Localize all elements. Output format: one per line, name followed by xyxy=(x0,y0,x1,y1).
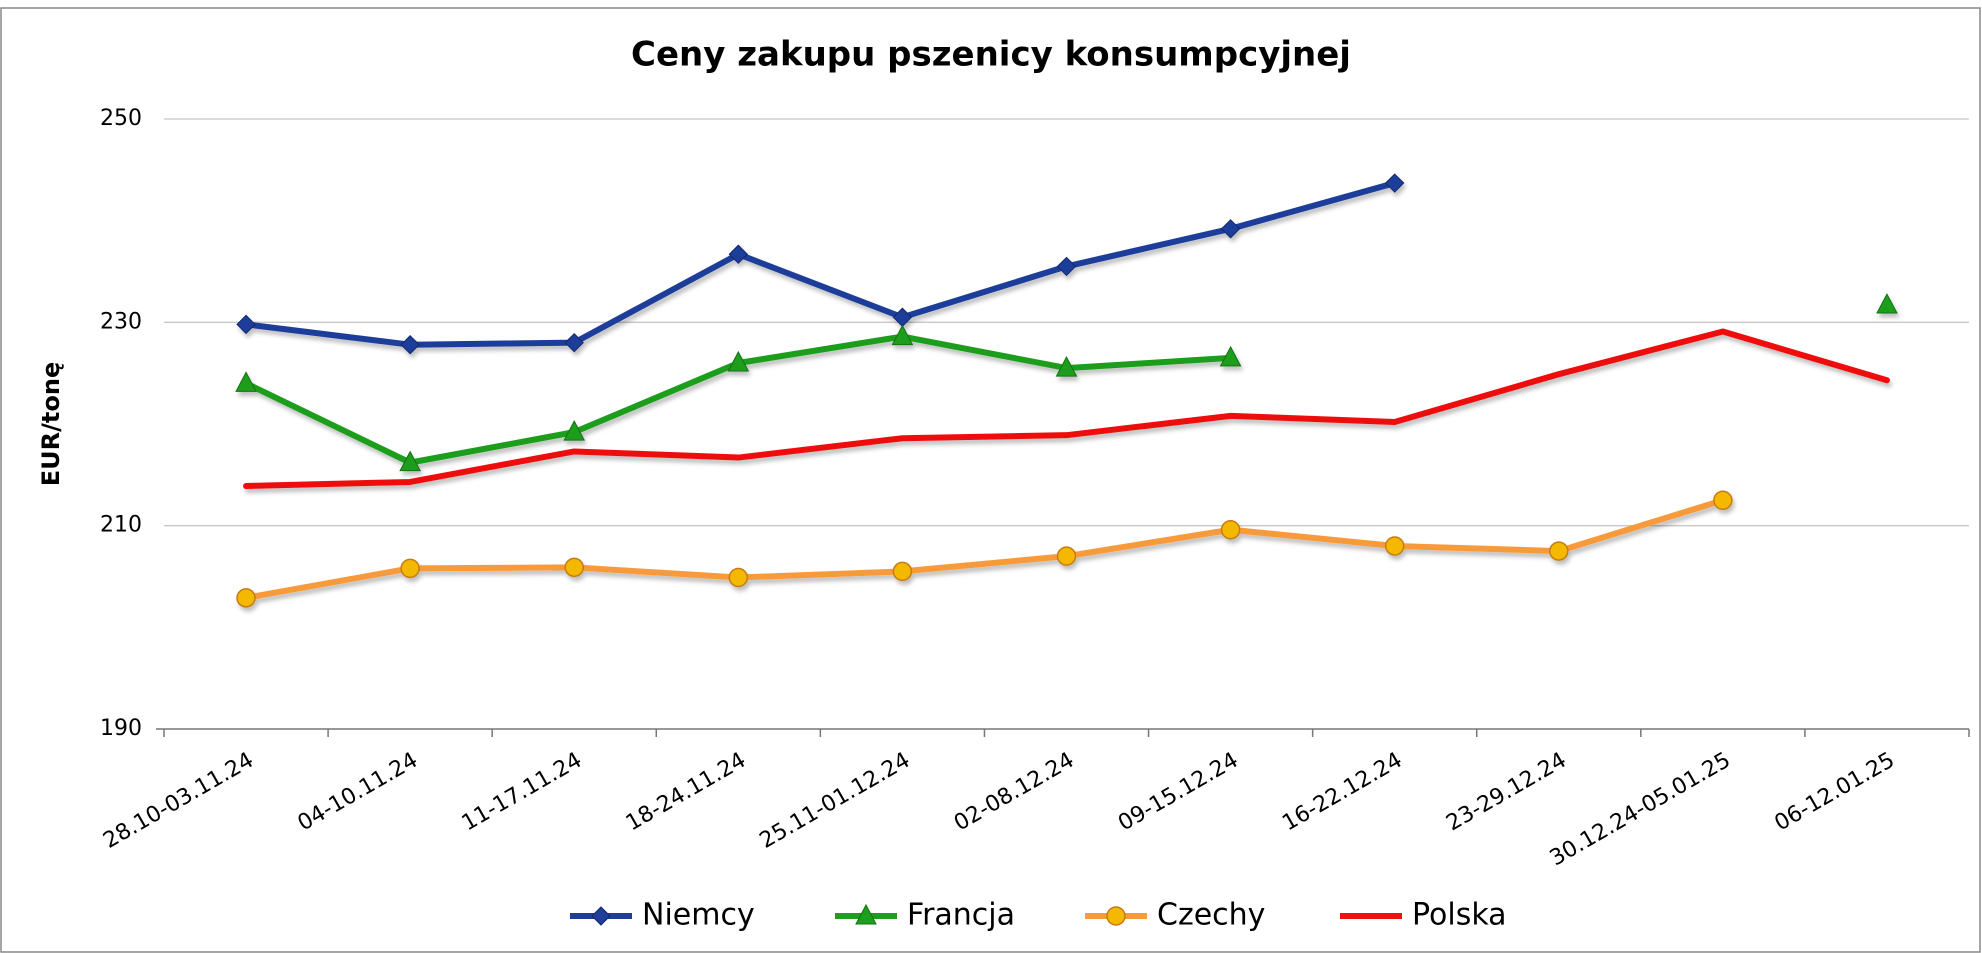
chart-border xyxy=(0,7,1981,953)
series xyxy=(235,292,1898,472)
series xyxy=(236,490,1733,608)
y-tick-label: 190 xyxy=(100,716,142,741)
marker xyxy=(236,314,256,335)
series-line xyxy=(243,497,1726,601)
marker xyxy=(892,561,913,582)
y-tick-label: 250 xyxy=(100,106,142,131)
marker xyxy=(1876,292,1898,314)
y-tick-label: 210 xyxy=(100,513,142,538)
marker xyxy=(1549,541,1569,561)
marker xyxy=(1219,345,1242,367)
y-tick-label: 230 xyxy=(100,309,142,334)
legend-label: Polska xyxy=(1412,898,1507,933)
marker xyxy=(1220,219,1241,239)
marker xyxy=(563,420,586,441)
marker xyxy=(400,558,420,579)
marker xyxy=(400,334,420,355)
marker xyxy=(1106,906,1126,926)
marker xyxy=(728,244,749,264)
legend-label: Niemcy xyxy=(642,898,755,933)
marker xyxy=(1713,490,1733,510)
legend-label: Czechy xyxy=(1157,898,1265,933)
marker xyxy=(1220,519,1241,540)
marker xyxy=(235,371,257,392)
marker xyxy=(1384,536,1405,556)
chart-title: Ceny zakupu pszenicy konsumpcyjnej xyxy=(631,35,1351,75)
marker xyxy=(855,903,877,925)
marker xyxy=(564,332,584,353)
legend-label: Francja xyxy=(907,898,1015,933)
marker xyxy=(399,450,421,472)
series xyxy=(243,328,1890,490)
marker xyxy=(1056,546,1077,566)
marker xyxy=(727,350,750,372)
series-line xyxy=(243,180,1398,348)
marker xyxy=(1384,173,1405,193)
marker xyxy=(591,906,611,926)
marker xyxy=(1056,256,1077,277)
series-line xyxy=(243,328,1890,490)
marker xyxy=(891,324,914,346)
marker xyxy=(1055,356,1078,377)
marker xyxy=(728,567,749,588)
marker xyxy=(564,557,584,578)
marker xyxy=(236,588,256,608)
series xyxy=(236,173,1405,355)
y-axis-label: EUR/tonę xyxy=(37,362,65,486)
